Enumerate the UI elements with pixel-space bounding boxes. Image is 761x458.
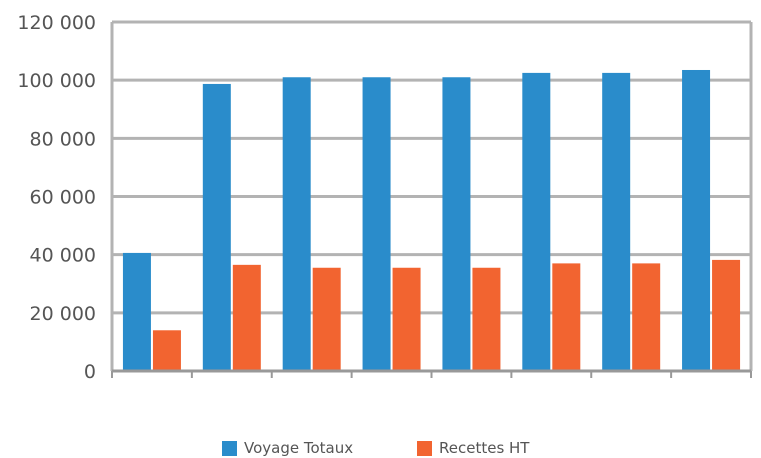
bar-recettes-ht [152,330,181,371]
y-tick-label: 40 000 [30,245,96,267]
bar-recettes-ht [312,267,341,371]
bar-voyage-totaux [122,252,151,371]
bar-recettes-ht [632,263,661,371]
y-tick-label: 100 000 [17,70,96,92]
bar-voyage-totaux [202,83,231,371]
y-tick-label: 80 000 [30,128,96,150]
bar-chart: 0 20 000 40 000 60 000 80 000 100 000 120 000 [17,12,753,383]
legend-label-voyage-totaux: Voyage Totaux [244,439,354,457]
bar-recettes-ht [232,264,261,371]
legend-label-recettes-ht: Recettes HT [439,439,530,457]
y-tick-label: 120 000 [17,12,96,34]
y-tick-label: 60 000 [30,187,96,209]
bar-recettes-ht [472,267,501,371]
y-axis-tick-labels: 0 20 000 40 000 60 000 80 000 100 000 120 000 [17,12,96,383]
legend-swatch-recettes-ht [417,440,432,456]
legend-swatch-voyage-totaux [222,440,237,456]
bar-voyage-totaux [442,77,471,371]
legend: Voyage Totaux Recettes HT [0,439,761,458]
bar-recettes-ht [712,259,741,371]
bar-voyage-totaux [282,77,311,371]
bar-recettes-ht [552,263,581,371]
bar-voyage-totaux [682,69,711,372]
bar-voyage-totaux [362,77,391,371]
x-axis [111,369,752,378]
legend-item-voyage-totaux: Voyage Totaux [222,439,353,457]
bar-voyage-totaux [522,72,551,371]
bar-voyage-totaux [602,72,631,371]
y-tick-label: 20 000 [30,303,96,325]
legend-item-recettes-ht: Recettes HT [417,439,529,457]
bar-recettes-ht [392,267,421,371]
bars [122,69,741,372]
y-tick-label: 0 [84,361,96,383]
